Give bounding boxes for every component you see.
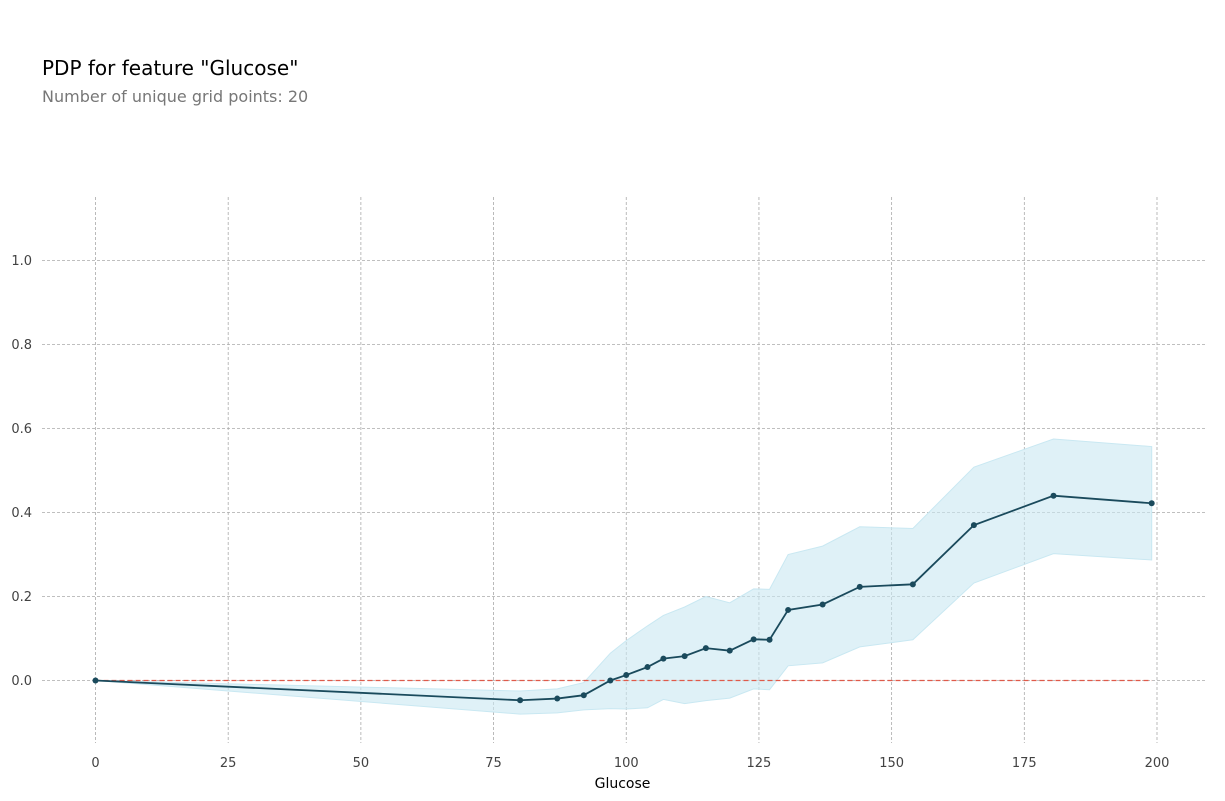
pdp-point — [856, 583, 863, 590]
x-tick-label: 0 — [91, 756, 99, 771]
x-axis-ticks: 0 25 50 75 100 125 150 175 200 — [91, 756, 1169, 771]
pdp-point — [644, 664, 651, 671]
pdp-point — [580, 692, 587, 699]
pdp-point — [726, 647, 733, 654]
pdp-point — [607, 677, 614, 684]
pdp-point — [92, 677, 99, 684]
y-tick-label: 0.6 — [11, 422, 32, 437]
pdp-point — [681, 653, 688, 660]
pdp-point — [1148, 500, 1155, 507]
pdp-points-layer — [92, 492, 1155, 704]
pdp-point — [660, 655, 667, 662]
pdp-point — [819, 601, 826, 608]
y-tick-label: 0.4 — [11, 506, 32, 521]
x-tick-label: 25 — [220, 756, 237, 771]
x-axis-label: Glucose — [595, 776, 651, 792]
chart-title: PDP for feature "Glucose" — [42, 56, 299, 80]
pdp-line-layer — [95, 494, 1152, 702]
y-tick-label: 0.8 — [11, 338, 32, 353]
x-tick-label: 175 — [1012, 756, 1037, 771]
y-tick-label: 1.0 — [11, 254, 32, 269]
y-tick-label: 0.2 — [11, 590, 32, 605]
pdp-point — [1050, 492, 1057, 499]
x-tick-label: 75 — [485, 756, 502, 771]
y-axis-ticks: 0.0 0.2 0.4 0.6 0.8 1.0 — [11, 254, 32, 689]
pdp-point — [970, 522, 977, 529]
pdp-point — [909, 581, 916, 588]
pdp-point — [517, 697, 524, 704]
x-tick-label: 50 — [353, 756, 370, 771]
x-tick-label: 150 — [879, 756, 904, 771]
pdp-point — [623, 672, 630, 679]
y-tick-label: 0.0 — [11, 674, 32, 689]
confidence-band — [95, 438, 1153, 715]
chart-subtitle: Number of unique grid points: 20 — [42, 87, 309, 106]
x-tick-label: 125 — [747, 756, 772, 771]
pdp-line — [95, 494, 1152, 702]
pdp-point — [766, 636, 773, 643]
pdp-point — [702, 645, 709, 652]
pdp-point — [554, 695, 561, 702]
pdp-point — [750, 636, 757, 643]
x-tick-label: 100 — [614, 756, 639, 771]
pdp-point — [785, 606, 792, 613]
x-tick-label: 200 — [1145, 756, 1170, 771]
confidence-band-layer — [95, 438, 1153, 715]
